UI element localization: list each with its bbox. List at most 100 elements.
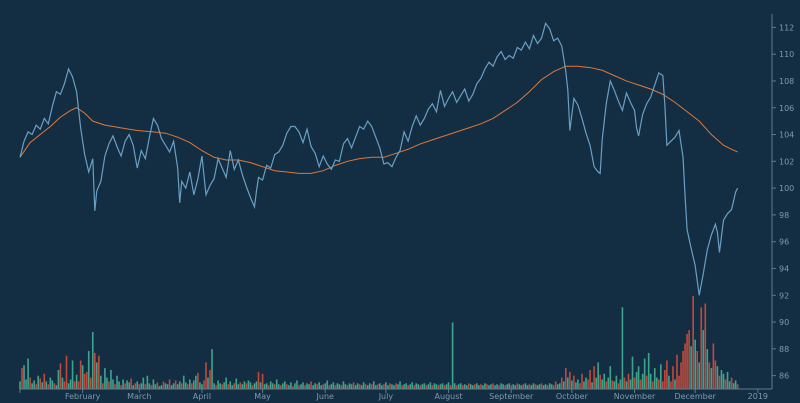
volume-bar bbox=[385, 382, 387, 389]
volume-bar bbox=[459, 383, 462, 389]
volume-bar bbox=[189, 379, 191, 389]
volume-bar bbox=[300, 384, 302, 389]
volume-bar bbox=[542, 385, 545, 389]
volume-bar bbox=[526, 385, 529, 389]
volume-bar bbox=[281, 383, 284, 389]
volume-bar bbox=[358, 384, 361, 389]
volume-bar bbox=[532, 383, 535, 389]
volume-bar bbox=[589, 370, 591, 389]
volume-bar bbox=[615, 375, 618, 389]
volume-bar bbox=[512, 384, 515, 389]
volume-bar bbox=[617, 383, 620, 389]
volume-bar bbox=[660, 364, 662, 389]
volume-bar bbox=[603, 373, 606, 389]
volume-bar bbox=[429, 382, 432, 389]
volume-bar bbox=[678, 375, 680, 389]
volume-bar bbox=[39, 378, 42, 389]
volume-bar bbox=[510, 385, 513, 389]
volume-bar bbox=[308, 384, 310, 389]
volume-bar bbox=[706, 349, 709, 389]
y-tick-label: 106 bbox=[779, 104, 794, 113]
volume-bar bbox=[461, 385, 464, 389]
volume-bar bbox=[368, 383, 371, 389]
volume-bar bbox=[110, 370, 112, 389]
volume-bar bbox=[704, 303, 707, 389]
volume-bar bbox=[712, 343, 715, 389]
volume-bar bbox=[583, 381, 585, 389]
price-line bbox=[19, 22, 739, 296]
volume-bar bbox=[33, 380, 35, 389]
volume-bar bbox=[575, 382, 577, 389]
volume-bar bbox=[53, 383, 56, 389]
volume-bar bbox=[160, 385, 163, 389]
volume-bar bbox=[597, 362, 599, 389]
volume-bar bbox=[261, 373, 264, 389]
volume-bar bbox=[182, 375, 185, 389]
volume-bar bbox=[251, 385, 254, 389]
x-tick-label: April bbox=[193, 392, 211, 401]
volume-bar bbox=[383, 384, 385, 389]
volume-bar bbox=[98, 355, 100, 389]
volume-bar bbox=[403, 384, 405, 389]
x-axis: February March April May June July August Septe… bbox=[19, 388, 772, 401]
volume-bar bbox=[255, 381, 258, 389]
volume-bar bbox=[336, 383, 339, 389]
y-tick-label: 104 bbox=[779, 131, 794, 140]
volume-bar bbox=[342, 381, 345, 389]
volume-bar bbox=[647, 352, 650, 389]
volume-bar bbox=[623, 377, 626, 389]
volume-bar bbox=[290, 382, 292, 389]
volume-bar bbox=[579, 383, 581, 389]
x-tick-label: October bbox=[556, 392, 589, 401]
volume-bar bbox=[219, 383, 221, 389]
volume-bar bbox=[239, 382, 242, 389]
y-tick-label: 94 bbox=[779, 264, 789, 273]
y-tick-label: 88 bbox=[779, 345, 789, 354]
volume-bar bbox=[666, 360, 668, 389]
volume-bar bbox=[318, 382, 320, 389]
volume-bar bbox=[211, 349, 213, 389]
volume-bar bbox=[702, 330, 705, 389]
volume-bar bbox=[292, 386, 294, 389]
volume-bar bbox=[439, 384, 442, 389]
volume-bar bbox=[201, 384, 203, 389]
volume-bar bbox=[401, 385, 403, 389]
volume-bar bbox=[106, 377, 108, 389]
volume-bar bbox=[328, 385, 331, 389]
volume-bar bbox=[166, 384, 169, 389]
y-tick-label: 92 bbox=[779, 291, 789, 300]
volume-bar bbox=[504, 385, 506, 389]
volume-bar bbox=[498, 385, 500, 389]
volume-bar bbox=[263, 384, 266, 389]
volume-bar bbox=[451, 322, 454, 389]
volume-bar bbox=[726, 371, 729, 389]
volume-bar bbox=[607, 377, 610, 389]
volume-bar bbox=[350, 384, 353, 389]
volume-bar bbox=[128, 382, 130, 389]
volume-bar bbox=[415, 383, 418, 389]
volume-bar bbox=[455, 385, 458, 389]
volume-bar bbox=[467, 383, 470, 389]
volume-bar bbox=[243, 381, 246, 389]
volume-bar bbox=[502, 384, 504, 389]
volume-bar bbox=[377, 384, 379, 389]
volume-bar bbox=[536, 385, 539, 389]
volume-bar bbox=[599, 374, 601, 389]
y-tick-label: 98 bbox=[779, 211, 789, 220]
volume-bar bbox=[316, 384, 318, 389]
volume-bar bbox=[61, 377, 64, 389]
volume-bar bbox=[71, 360, 74, 389]
volume-bar bbox=[720, 370, 723, 389]
volume-bar bbox=[544, 384, 547, 389]
volume-bar bbox=[524, 383, 527, 389]
volume-bar bbox=[59, 363, 62, 389]
volume-bar bbox=[146, 375, 149, 389]
volume-bar bbox=[664, 370, 666, 389]
volume-bar bbox=[366, 385, 369, 389]
volume-bar bbox=[213, 383, 215, 389]
volume-bar bbox=[144, 384, 147, 389]
volume-bar bbox=[51, 380, 54, 389]
volume-bar bbox=[334, 385, 337, 389]
volume-bar bbox=[372, 381, 375, 389]
volume-bar bbox=[284, 381, 286, 389]
